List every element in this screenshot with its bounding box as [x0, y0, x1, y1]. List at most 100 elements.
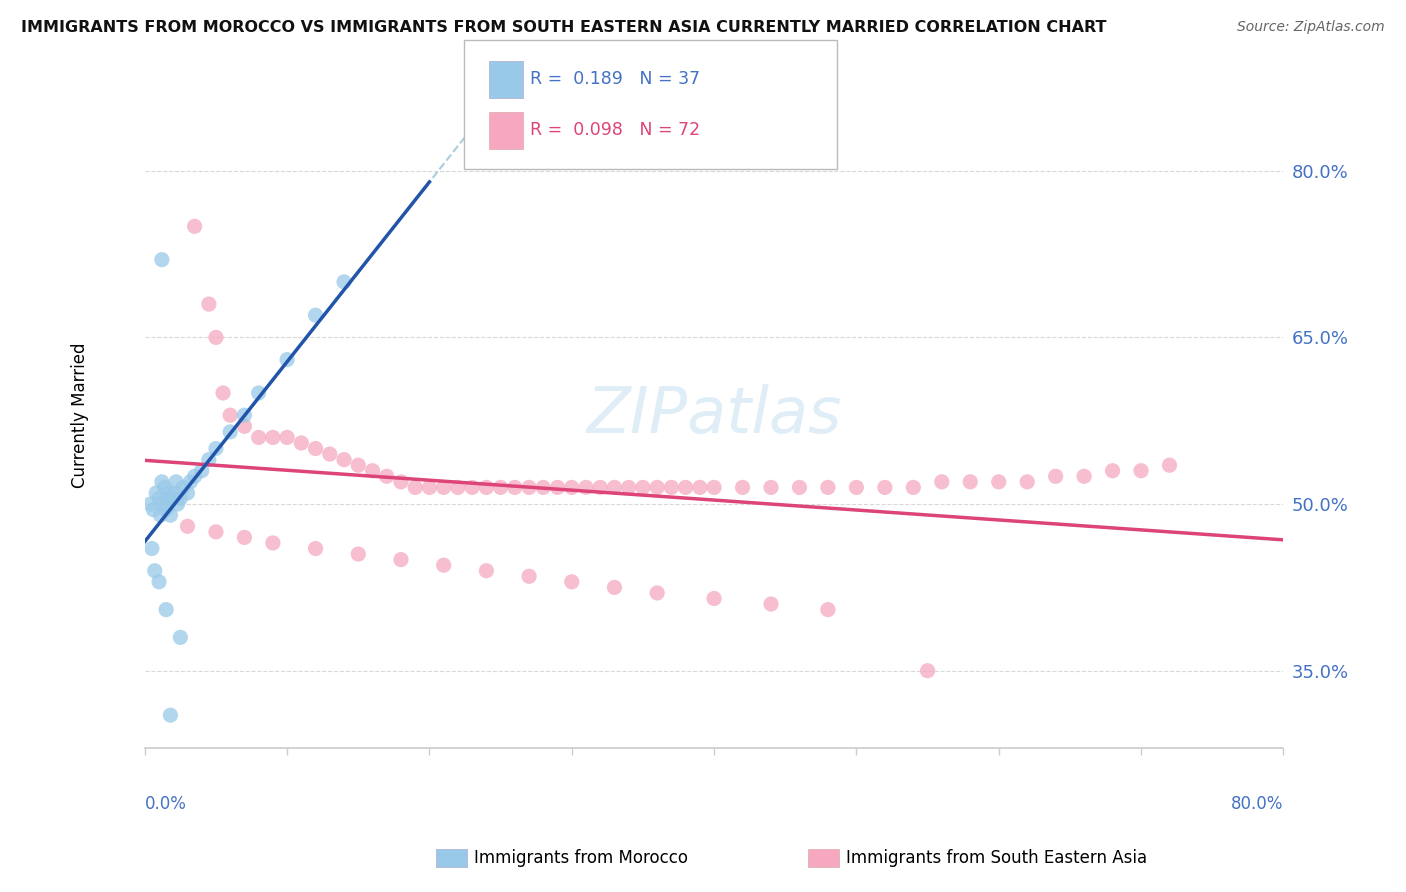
Text: IMMIGRANTS FROM MOROCCO VS IMMIGRANTS FROM SOUTH EASTERN ASIA CURRENTLY MARRIED : IMMIGRANTS FROM MOROCCO VS IMMIGRANTS FR…	[21, 20, 1107, 35]
Point	[703, 591, 725, 606]
Point	[475, 564, 498, 578]
Point	[141, 541, 163, 556]
Point	[148, 491, 170, 506]
Point	[163, 486, 186, 500]
Point	[731, 480, 754, 494]
Point	[575, 480, 598, 494]
Point	[959, 475, 981, 489]
Point	[276, 352, 298, 367]
Point	[489, 480, 512, 494]
Point	[148, 574, 170, 589]
Point	[475, 480, 498, 494]
Text: Source: ZipAtlas.com: Source: ZipAtlas.com	[1237, 20, 1385, 34]
Point	[517, 569, 540, 583]
Point	[631, 480, 654, 494]
Point	[233, 408, 256, 422]
Point	[198, 297, 221, 311]
Point	[987, 475, 1010, 489]
Point	[817, 480, 839, 494]
Point	[183, 219, 205, 234]
Point	[319, 447, 342, 461]
Point	[603, 581, 626, 595]
Point	[198, 452, 221, 467]
Point	[418, 480, 440, 494]
Text: 80.0%: 80.0%	[1232, 795, 1284, 814]
Point	[1130, 464, 1153, 478]
Point	[165, 475, 187, 489]
Point	[759, 480, 782, 494]
Point	[917, 664, 939, 678]
Point	[389, 552, 412, 566]
Point	[333, 275, 356, 289]
Point	[333, 452, 356, 467]
Point	[190, 464, 212, 478]
Point	[845, 480, 868, 494]
Point	[517, 480, 540, 494]
Point	[219, 408, 242, 422]
Point	[247, 386, 270, 401]
Point	[547, 480, 569, 494]
Point	[176, 486, 198, 500]
Point	[1045, 469, 1067, 483]
Point	[262, 536, 284, 550]
Point	[157, 486, 180, 500]
Point	[152, 497, 174, 511]
Point	[162, 491, 184, 506]
Point	[1101, 464, 1123, 478]
Text: Immigrants from Morocco: Immigrants from Morocco	[474, 849, 688, 867]
Point	[304, 442, 326, 456]
Point	[290, 436, 312, 450]
Point	[304, 541, 326, 556]
Point	[675, 480, 697, 494]
Point	[561, 480, 583, 494]
Point	[247, 430, 270, 444]
Point	[561, 574, 583, 589]
Point	[347, 458, 370, 473]
Point	[169, 491, 191, 506]
Point	[447, 480, 470, 494]
Point	[176, 519, 198, 533]
Point	[931, 475, 953, 489]
Point	[150, 252, 173, 267]
Point	[166, 497, 188, 511]
Point	[433, 558, 456, 573]
Point	[1159, 458, 1181, 473]
Point	[276, 430, 298, 444]
Point	[461, 480, 484, 494]
Point	[304, 308, 326, 322]
Text: R =  0.098   N = 72: R = 0.098 N = 72	[530, 121, 700, 139]
Point	[433, 480, 456, 494]
Point	[142, 502, 165, 516]
Point	[169, 631, 191, 645]
Point	[1073, 469, 1095, 483]
Point	[205, 524, 228, 539]
Point	[589, 480, 612, 494]
Point	[179, 475, 201, 489]
Y-axis label: Currently Married: Currently Married	[72, 343, 89, 488]
Point	[212, 386, 235, 401]
Point	[262, 430, 284, 444]
Point	[903, 480, 925, 494]
Point	[503, 480, 526, 494]
Point	[205, 330, 228, 344]
Point	[759, 597, 782, 611]
Point	[155, 502, 177, 516]
Point	[233, 419, 256, 434]
Point	[389, 475, 412, 489]
Point	[689, 480, 711, 494]
Point	[139, 497, 162, 511]
Point	[145, 486, 167, 500]
Point	[531, 480, 554, 494]
Text: R =  0.189   N = 37: R = 0.189 N = 37	[530, 70, 700, 88]
Point	[159, 708, 181, 723]
Point	[143, 564, 166, 578]
Point	[1017, 475, 1039, 489]
Point	[183, 469, 205, 483]
Point	[817, 602, 839, 616]
Point	[661, 480, 683, 494]
Point	[156, 491, 179, 506]
Point	[404, 480, 426, 494]
Point	[219, 425, 242, 439]
Point	[645, 480, 668, 494]
Point	[205, 442, 228, 456]
